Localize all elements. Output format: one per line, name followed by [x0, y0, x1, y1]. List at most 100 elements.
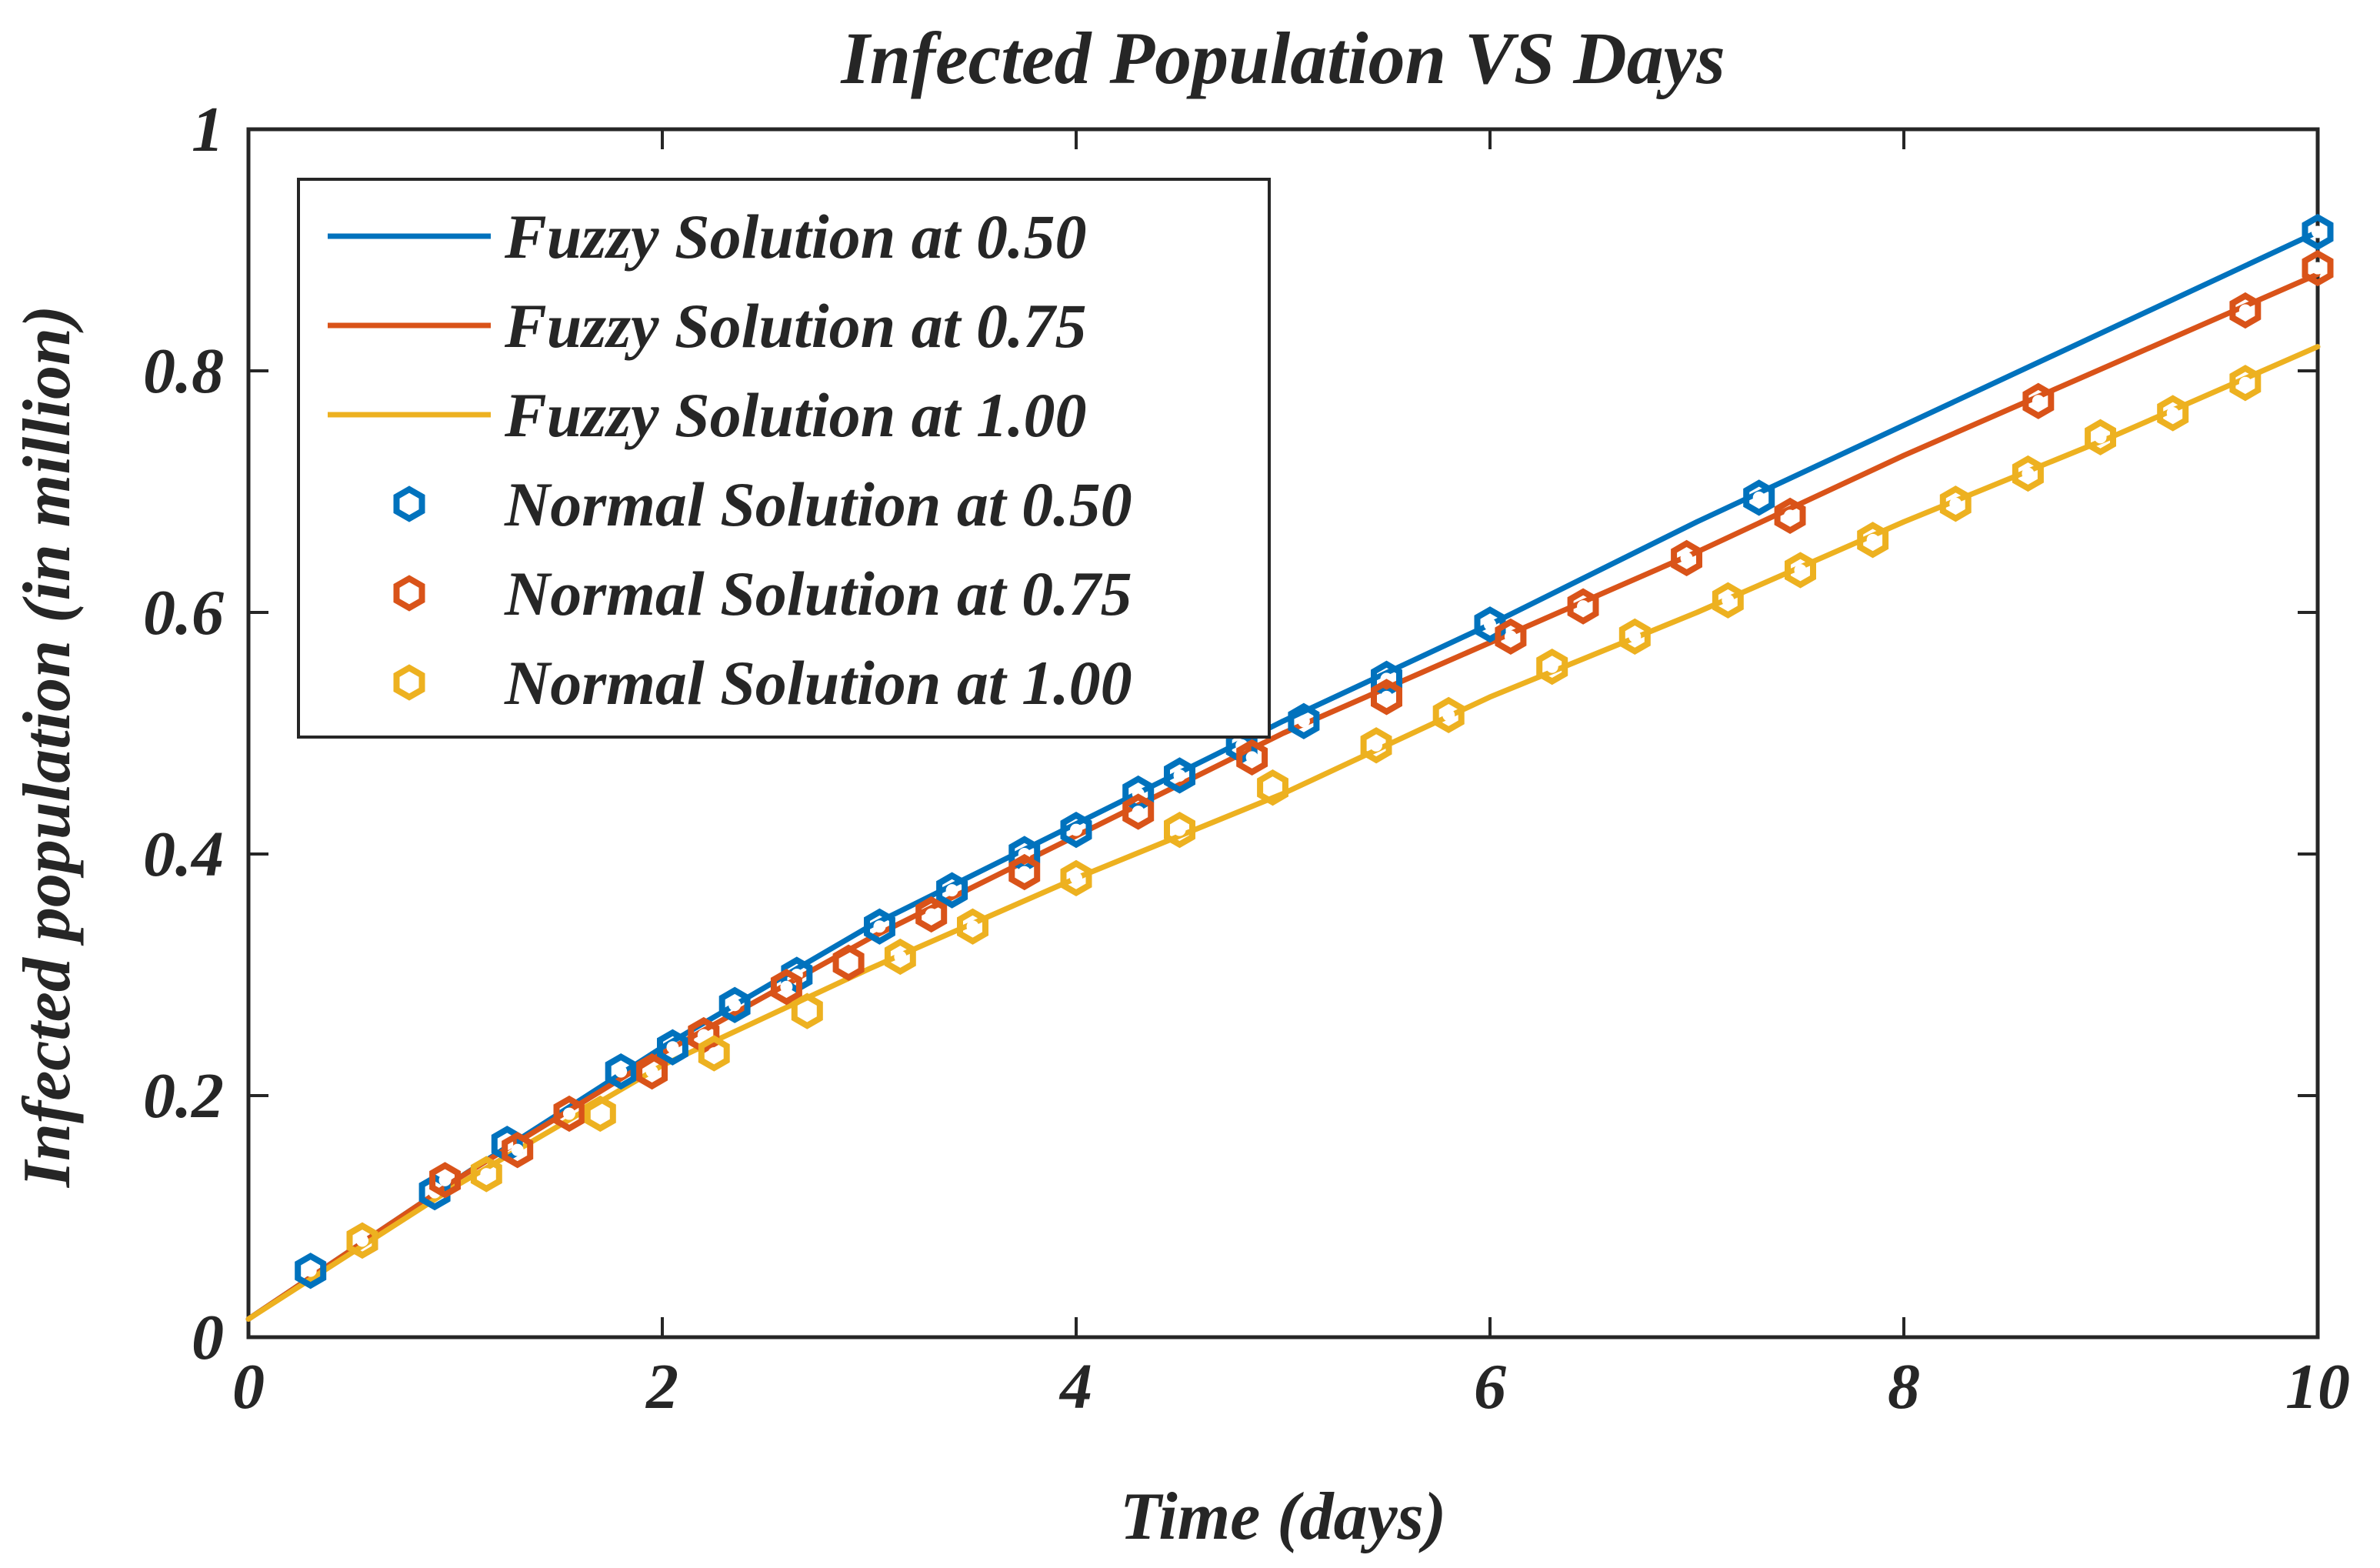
marker-center — [2238, 376, 2252, 389]
marker-ring — [2012, 455, 2044, 492]
data-point — [2012, 455, 2044, 492]
marker-ring — [1774, 497, 1806, 535]
series-line-1 — [245, 271, 2321, 1322]
marker-center — [1628, 630, 1642, 643]
data-point — [470, 1156, 502, 1193]
x-axis-label: Time (days) — [1120, 1480, 1446, 1554]
marker-center — [2094, 431, 2107, 444]
data-point — [1060, 811, 1092, 849]
marker-center — [2022, 467, 2035, 480]
data-point — [1536, 648, 1568, 686]
marker-center — [780, 980, 793, 993]
marker-ring — [2302, 249, 2334, 287]
marker-ring — [502, 1132, 534, 1169]
marker-ring — [1857, 522, 1889, 559]
y-tick-label: 0.6 — [143, 577, 224, 649]
data-point — [884, 938, 916, 976]
chart-title: Infected Population VS Days — [840, 17, 1725, 99]
data-point — [1785, 552, 1816, 589]
data-point — [1857, 522, 1889, 559]
legend: Fuzzy Solution at 0.50 Fuzzy Solution at … — [297, 178, 1271, 739]
data-point — [1360, 727, 1392, 764]
data-point — [915, 896, 948, 933]
marker-ring — [791, 993, 823, 1029]
data-point — [1743, 479, 1775, 516]
series-line-0 — [245, 229, 2321, 1322]
legend-marker-swatch — [393, 485, 425, 522]
marker-ring — [584, 1095, 616, 1133]
y-tick-label: 0 — [192, 1302, 224, 1373]
data-point — [864, 908, 895, 945]
marker-center — [403, 498, 415, 510]
marker-ring — [770, 969, 802, 1006]
x-tick-label: 10 — [2285, 1351, 2350, 1423]
marker-ring — [864, 908, 895, 945]
marker-center — [562, 1107, 575, 1120]
data-point — [1474, 606, 1506, 643]
data-point — [1164, 811, 1195, 849]
marker-ring — [470, 1156, 502, 1193]
data-point — [770, 969, 802, 1006]
marker-ring — [1474, 606, 1506, 643]
marker-center — [615, 1065, 628, 1078]
legend-marker-swatch — [393, 575, 425, 612]
marker-ring — [429, 1162, 461, 1199]
x-tick-label: 0 — [232, 1351, 265, 1423]
marker-center — [2312, 225, 2324, 239]
marker-ring — [1360, 727, 1392, 764]
y-axis-label: Infected population (in million) — [10, 305, 85, 1189]
data-point — [502, 1132, 534, 1169]
marker-center — [1245, 751, 1258, 764]
data-point — [1371, 679, 1402, 716]
marker-ring — [346, 1222, 378, 1259]
y-tick-label: 1 — [192, 94, 224, 165]
marker-center — [1070, 823, 1082, 836]
data-point — [1060, 859, 1092, 897]
marker-center — [708, 1047, 721, 1060]
data-point — [1164, 757, 1195, 794]
marker-center — [304, 1264, 317, 1277]
marker-center — [1680, 552, 1693, 565]
data-point — [1432, 696, 1465, 734]
data-point — [957, 908, 988, 945]
legend-marker-swatch — [393, 664, 425, 701]
marker-ring — [1371, 679, 1402, 716]
data-point — [553, 1095, 585, 1133]
legend-label: Fuzzy Solution at 0.75 — [504, 291, 1086, 361]
marker-center — [1484, 618, 1496, 631]
data-point — [1774, 497, 1806, 535]
marker-ring — [1008, 853, 1041, 891]
marker-center — [1794, 564, 1807, 577]
marker-ring — [915, 896, 948, 933]
marker-ring — [2157, 395, 2189, 432]
x-tick-label: 4 — [1058, 1351, 1092, 1423]
marker-center — [1545, 660, 1558, 673]
marker-ring — [393, 485, 425, 522]
marker-center — [355, 1234, 368, 1247]
marker-center — [480, 1168, 493, 1181]
marker-center — [894, 950, 907, 963]
marker-center — [1070, 872, 1082, 885]
marker-center — [1504, 630, 1517, 643]
marker-center — [925, 908, 938, 921]
marker-ring — [2085, 419, 2116, 455]
marker-center — [403, 676, 415, 689]
x-tick-label: 8 — [1888, 1351, 1920, 1423]
legend-label: Fuzzy Solution at 0.50 — [504, 202, 1086, 272]
data-point — [1712, 582, 1744, 619]
marker-ring — [2302, 213, 2334, 251]
marker-ring — [1257, 769, 1288, 806]
data-point — [1236, 739, 1268, 776]
data-point — [1618, 618, 1651, 656]
data-point — [1567, 588, 1599, 625]
marker-ring — [1495, 618, 1527, 656]
legend-box — [297, 178, 1271, 739]
marker-ring — [1743, 479, 1775, 516]
marker-ring — [393, 575, 425, 612]
x-tick-label: 2 — [645, 1351, 678, 1423]
legend-label: Fuzzy Solution at 1.00 — [504, 380, 1086, 450]
marker-ring — [295, 1253, 327, 1289]
legend-label: Normal Solution at 0.75 — [504, 559, 1132, 629]
data-point — [1939, 485, 1972, 522]
marker-center — [403, 587, 415, 599]
